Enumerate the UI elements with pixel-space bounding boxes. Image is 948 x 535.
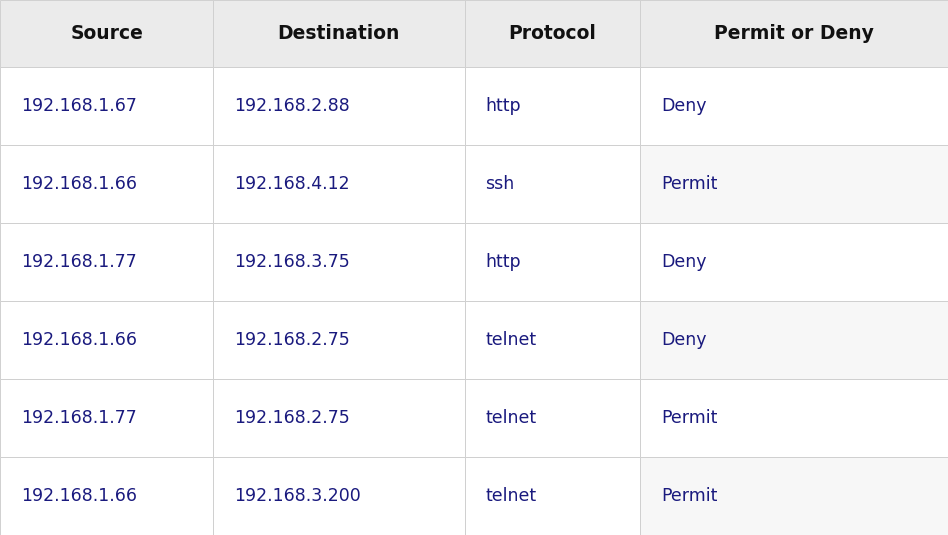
Text: Deny: Deny bbox=[661, 253, 706, 271]
Text: Permit or Deny: Permit or Deny bbox=[714, 24, 874, 43]
Bar bbox=[0, 379, 213, 457]
Text: Source: Source bbox=[70, 24, 143, 43]
Text: Protocol: Protocol bbox=[508, 24, 596, 43]
Text: 192.168.2.75: 192.168.2.75 bbox=[234, 331, 350, 349]
Bar bbox=[213, 301, 465, 379]
Bar bbox=[640, 379, 948, 457]
Text: telnet: telnet bbox=[485, 409, 537, 427]
Bar bbox=[640, 457, 948, 535]
Bar bbox=[640, 301, 948, 379]
Text: 192.168.2.75: 192.168.2.75 bbox=[234, 409, 350, 427]
Text: 192.168.1.77: 192.168.1.77 bbox=[21, 409, 137, 427]
Bar bbox=[213, 379, 465, 457]
Bar bbox=[0, 301, 213, 379]
Text: ssh: ssh bbox=[485, 175, 515, 193]
Text: telnet: telnet bbox=[485, 487, 537, 505]
Bar bbox=[640, 145, 948, 223]
Text: 192.168.1.77: 192.168.1.77 bbox=[21, 253, 137, 271]
Text: 192.168.2.88: 192.168.2.88 bbox=[234, 97, 350, 115]
Bar bbox=[640, 0, 948, 67]
Text: 192.168.1.66: 192.168.1.66 bbox=[21, 175, 137, 193]
Bar bbox=[0, 457, 213, 535]
Text: 192.168.3.75: 192.168.3.75 bbox=[234, 253, 350, 271]
Bar bbox=[465, 379, 640, 457]
Text: Permit: Permit bbox=[661, 409, 717, 427]
Bar bbox=[213, 145, 465, 223]
Text: http: http bbox=[485, 97, 521, 115]
Text: Permit: Permit bbox=[661, 175, 717, 193]
Bar bbox=[213, 67, 465, 145]
Text: 192.168.1.66: 192.168.1.66 bbox=[21, 331, 137, 349]
Bar bbox=[465, 457, 640, 535]
Text: Deny: Deny bbox=[661, 97, 706, 115]
Bar bbox=[213, 457, 465, 535]
Bar bbox=[213, 0, 465, 67]
Text: 192.168.1.66: 192.168.1.66 bbox=[21, 487, 137, 505]
Text: Destination: Destination bbox=[278, 24, 400, 43]
Bar bbox=[0, 67, 213, 145]
Bar bbox=[465, 145, 640, 223]
Bar bbox=[0, 145, 213, 223]
Bar bbox=[465, 67, 640, 145]
Bar bbox=[213, 223, 465, 301]
Bar bbox=[465, 0, 640, 67]
Text: 192.168.1.67: 192.168.1.67 bbox=[21, 97, 137, 115]
Text: telnet: telnet bbox=[485, 331, 537, 349]
Text: 192.168.4.12: 192.168.4.12 bbox=[234, 175, 350, 193]
Text: 192.168.3.200: 192.168.3.200 bbox=[234, 487, 361, 505]
Text: Permit: Permit bbox=[661, 487, 717, 505]
Bar bbox=[0, 0, 213, 67]
Bar bbox=[640, 223, 948, 301]
Bar bbox=[465, 223, 640, 301]
Text: http: http bbox=[485, 253, 521, 271]
Bar bbox=[0, 223, 213, 301]
Text: Deny: Deny bbox=[661, 331, 706, 349]
Bar bbox=[640, 67, 948, 145]
Bar bbox=[465, 301, 640, 379]
